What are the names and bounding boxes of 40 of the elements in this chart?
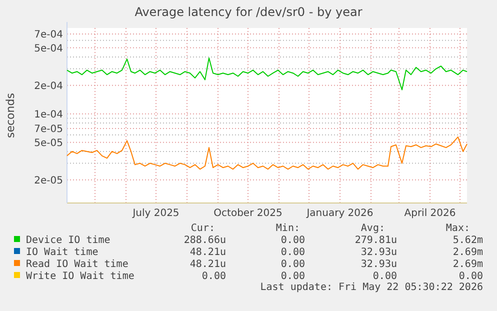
text: 5.62m [452, 235, 483, 246]
text: 288.66u [184, 235, 226, 246]
text: 0.00 [280, 247, 305, 258]
legend-label: Device IO time [26, 235, 110, 246]
x-tick-label: July 2025 [132, 208, 180, 219]
text: 0.00 [372, 271, 397, 282]
x-tick-label: January 2026 [306, 208, 374, 219]
text: Max: [446, 223, 470, 234]
legend-label: Write IO Wait time [26, 271, 134, 282]
text: 0.00 [202, 271, 226, 282]
x-tick-label: April 2026 [404, 208, 456, 219]
text: 0.00 [458, 271, 483, 282]
text: Min: [276, 223, 300, 234]
chart-title: Average latency for /dev/sr0 - by year [134, 5, 362, 19]
text: 0.00 [280, 271, 305, 282]
y-tick-label: 2e-04 [34, 80, 63, 92]
text: 48.21u [190, 259, 226, 270]
y-tick-label: 7e-05 [34, 124, 63, 136]
x-tick-label: October 2025 [214, 208, 282, 219]
text: 48.21u [190, 247, 226, 258]
y-tick-label: 1e-04 [34, 109, 63, 120]
text: 32.93u [360, 247, 397, 258]
text: 2.69m [452, 259, 483, 270]
y-tick-label: 2e-05 [34, 175, 63, 186]
legend-label: Read IO Wait time [26, 259, 128, 270]
text: 279.81u [354, 235, 397, 246]
text: Cur: [190, 223, 215, 234]
y-tick-label: 5e-04 [34, 43, 63, 54]
text: Last update: Fri May 22 05:30:22 2026 [260, 282, 483, 293]
text: 32.93u [360, 259, 397, 270]
text: 2.69m [452, 247, 483, 258]
y-tick-label: 5e-05 [34, 138, 63, 149]
text: 0.00 [280, 259, 305, 270]
line-series [66, 136, 468, 170]
line-series [66, 58, 468, 90]
text: 0.00 [280, 235, 305, 246]
y-tick-label: 7e-04 [34, 29, 63, 40]
y-axis-title: seconds [4, 92, 17, 138]
text: Avg: [360, 223, 385, 234]
legend-label: IO Wait time [26, 247, 98, 258]
